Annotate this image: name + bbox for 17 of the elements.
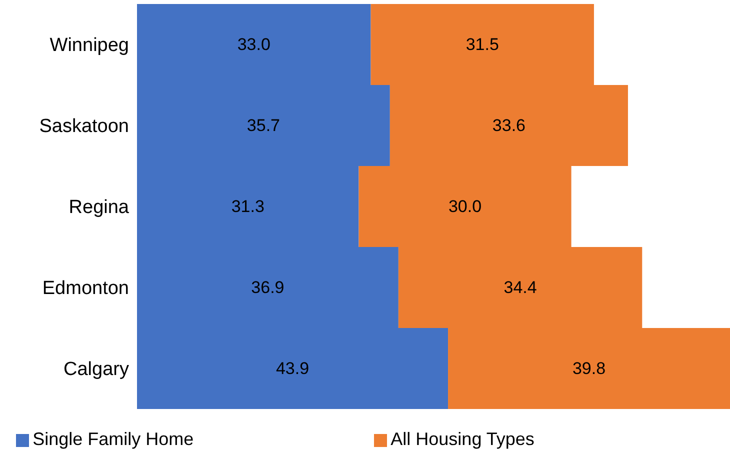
data-label: 30.0 (448, 197, 482, 216)
data-label: 31.3 (231, 197, 264, 216)
data-label: 33.0 (237, 35, 270, 54)
y-tick-label: Edmonton (42, 278, 129, 300)
legend-label: All Housing Types (390, 429, 534, 449)
y-tick-label: Winnipeg (50, 35, 129, 56)
data-label: 36.9 (251, 278, 284, 297)
data-label: 31.5 (466, 35, 499, 54)
data-label: 35.7 (246, 116, 280, 135)
data-label: 34.4 (504, 278, 537, 297)
y-tick-label: Regina (68, 197, 130, 218)
y-tick-label: Saskatoon (39, 116, 129, 138)
data-label: 43.9 (276, 359, 310, 378)
data-label: 39.8 (572, 359, 606, 378)
data-label: 33.6 (492, 116, 526, 135)
y-tick-label: Calgary (64, 359, 130, 380)
legend-label: Single Family Home (32, 429, 194, 449)
